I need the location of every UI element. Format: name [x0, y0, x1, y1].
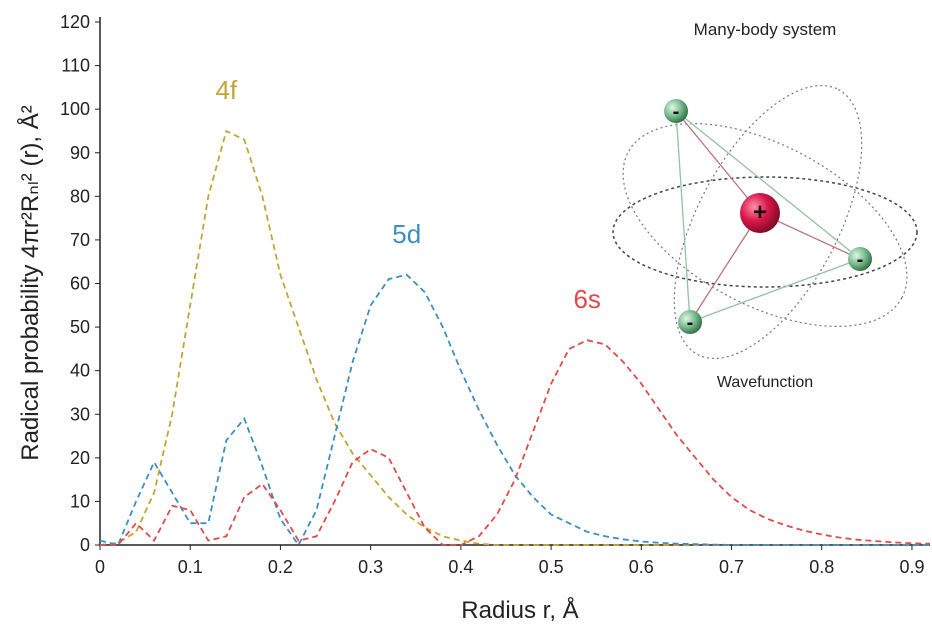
inset-title: Many-body system: [694, 20, 837, 39]
x-tick-label: 0: [95, 557, 105, 577]
x-tick-label: 0.2: [268, 557, 293, 577]
bonds: [675, 110, 861, 323]
electron: [848, 247, 872, 271]
y-tick-label: 110: [61, 56, 90, 76]
orbit: [622, 122, 908, 328]
axes: 0 10 20 30 40 50 60 70 80 90 100 110 120 0 0.1 0.2 0.3 0.…: [60, 12, 931, 577]
y-tick-label: 40: [70, 361, 90, 381]
electron-sign: -: [687, 312, 694, 334]
y-tick-label: 100: [60, 99, 90, 119]
nucleus-sign: +: [753, 199, 767, 226]
series-line: [99, 129, 930, 546]
x-tick-label: 0.7: [719, 557, 744, 577]
y-tick-label: 60: [70, 274, 90, 294]
x-axis-label: Radius r, Å: [461, 596, 578, 624]
series-line: [99, 273, 930, 547]
y-tick-label: 0: [80, 535, 90, 555]
electron-sign: -: [857, 249, 864, 271]
electron: [664, 99, 688, 123]
x-tick-label: 0.5: [539, 557, 564, 577]
x-tick-label: 0.1: [178, 557, 203, 577]
y-tick-label: 120: [60, 12, 90, 32]
y-tick-label: 80: [70, 186, 90, 206]
series-label: 6s: [573, 284, 600, 314]
y-tick-label: 50: [70, 317, 90, 337]
y-tick-label: 10: [70, 491, 90, 511]
x-tick-label: 0.8: [809, 557, 834, 577]
series-label: 4f: [215, 75, 237, 105]
x-tick-label: 0.6: [629, 557, 654, 577]
nucleus: [740, 193, 780, 233]
inset-caption: Wavefunction: [717, 374, 813, 391]
orbit: [612, 176, 918, 288]
y-axis-label: Radical probability 4πr²Rₙₗ² (r), Å²: [16, 105, 44, 461]
electron: [678, 310, 702, 334]
x-tick-label: 0.9: [899, 557, 924, 577]
y-tick-label: 20: [70, 448, 90, 468]
electron-sign: -: [673, 101, 680, 123]
y-tick-label: 90: [70, 143, 90, 163]
x-tick-label: 0.4: [448, 557, 473, 577]
y-tick-label: 70: [70, 230, 90, 250]
x-tick-label: 0.3: [358, 557, 383, 577]
inset-diagram: Many-body system + - - - Wavefunction: [612, 20, 918, 391]
y-tick-label: 30: [70, 404, 90, 424]
series-label: 5d: [392, 219, 421, 249]
series-line: [100, 339, 931, 546]
